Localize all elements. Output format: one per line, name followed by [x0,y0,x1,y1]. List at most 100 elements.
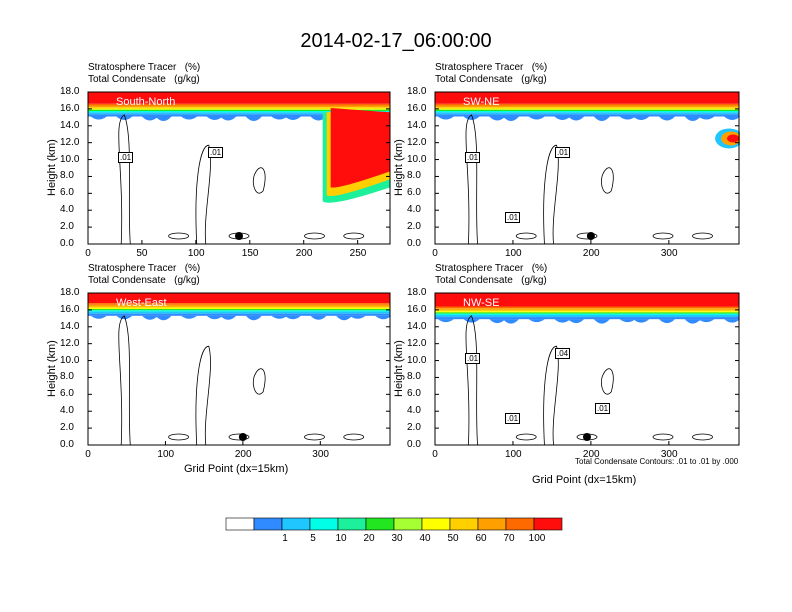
y-tick-label: 4.0 [60,405,74,417]
panel-header: Stratosphere Tracer (%) Total Condensate … [435,62,547,86]
tracer-band [435,306,739,309]
tracer-band [88,109,390,111]
location-marker [238,433,247,441]
y-tick-label: 12.0 [407,337,427,349]
tracer-band [435,103,739,106]
location-marker [583,433,591,441]
y-tick-label: 6.0 [60,388,74,400]
x-tick-label: 50 [136,248,148,259]
y-tick-label: 8.0 [407,371,421,383]
condensate-contour [252,368,266,395]
x-tick-label: 300 [660,248,678,259]
plot-sw-ne [434,91,740,245]
location-marker [586,232,595,240]
region-label: SW-NE [463,96,500,108]
tracer-band [88,313,390,316]
x-tick-label: 0 [432,248,438,259]
colorbar-label: 5 [310,533,316,544]
y-tick-label: 18.0 [60,86,80,97]
location-marker [235,232,243,240]
tracer-band [435,112,739,115]
condensate-contour [252,167,266,194]
y-tick-label: 0.0 [407,238,421,249]
x-tick-label: 250 [349,248,367,259]
tracer-band [88,304,390,307]
colorbar-box [309,517,339,531]
tracer-band [435,314,739,318]
y-tick-label: 2.0 [407,221,421,233]
x-tick-label: 200 [234,449,252,460]
colorbar-box [225,517,255,531]
tracer-band [435,108,739,110]
x-tick-label: 150 [241,248,259,259]
tracer-band [88,309,390,311]
condensate-contour [543,345,559,446]
contour-label: .01 [555,147,571,158]
panel-header: Stratosphere Tracer (%) Total Condensate … [88,62,200,86]
y-tick-label: 0.0 [60,238,74,249]
y-tick-label: 18.0 [407,86,427,97]
colorbar-box [253,517,283,531]
y-tick-label: 10.0 [60,153,80,165]
tracer-band [88,311,390,314]
contour-label: .01 [505,212,521,223]
y-axis-title: Height (km) [46,340,58,397]
x-tick-label: 100 [504,248,522,259]
plot-south-north [87,91,391,245]
tracer-dips [90,315,391,321]
condensate-contour [465,315,478,446]
y-tick-label: 18.0 [60,287,80,298]
tracer-band [435,105,739,108]
panel-header-tracer: Stratosphere Tracer (%) [88,62,201,73]
panel-header: Stratosphere Tracer (%) Total Condensate … [435,263,547,287]
x-tick-label: 0 [85,248,91,259]
condensate-contour [195,345,211,446]
plot-west-east [87,292,391,446]
y-tick-label: 4.0 [407,204,421,216]
x-tick-label: 100 [187,248,205,259]
colorbar-box [421,517,451,531]
x-axis-title: Grid Point (dx=15km) [184,463,289,475]
y-tick-label: 8.0 [407,170,421,182]
plot-frame [434,292,740,446]
tracer-band [435,107,739,109]
panel-header: Stratosphere Tracer (%) Total Condensate … [88,263,200,287]
condensate-contour [515,232,537,240]
tracer-band [88,303,390,305]
condensate-contour [692,232,713,240]
y-tick-label: 4.0 [60,204,74,216]
y-tick-label: 16.0 [407,303,427,315]
y-tick-label: 14.0 [60,119,80,131]
tracer-band [435,92,739,104]
condensate-contour [692,433,713,441]
tracer-band [88,108,390,110]
colorbar-svg [225,517,563,531]
tracer-dips [437,116,740,121]
y-tick-label: 10.0 [60,354,80,366]
tracer-band [88,293,390,304]
plot-frame [87,292,391,446]
tracer-band [88,114,390,117]
y-tick-label: 16.0 [407,102,427,114]
condensate-contour [343,232,365,240]
contour-label: .01 [505,413,521,424]
y-axis-title: Height (km) [393,340,405,397]
y-tick-label: 14.0 [60,320,80,332]
contour-label: .01 [465,152,481,163]
colorbar-box [449,517,479,531]
panel-header-tracer: Stratosphere Tracer (%) [435,62,548,73]
panel-header-condensate: Total Condensate (g/kg) [435,275,547,286]
condensate-contour [652,232,674,240]
condensate-contour [515,433,537,441]
colorbar-label: 60 [475,533,487,544]
colorbar-label: 100 [528,533,546,544]
tracer-blob-core [727,134,740,143]
x-tick-label: 0 [432,449,438,460]
contour-label: .01 [208,147,224,158]
y-tick-label: 8.0 [60,371,74,383]
colorbar-box [477,517,507,531]
contour-note: Total Condensate Contours: .01 to .01 by… [575,457,739,466]
y-tick-label: 12.0 [60,337,80,349]
tracer-band [435,313,739,315]
plot-nw-se [434,292,740,446]
